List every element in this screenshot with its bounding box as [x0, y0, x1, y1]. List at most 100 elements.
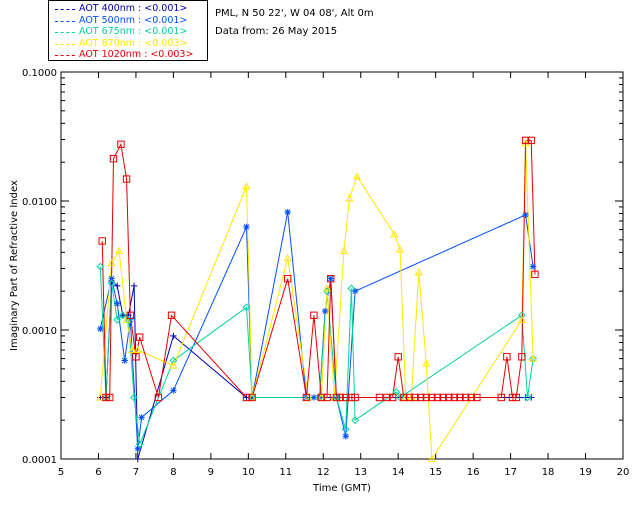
- series-4-point-24: [375, 393, 384, 402]
- x-tick-label-8: 8: [170, 467, 176, 478]
- series-3-point-12: [322, 284, 332, 292]
- series-4-point-31: [416, 393, 425, 402]
- series-0-point-3: [114, 282, 121, 290]
- series-4-point-39: [461, 393, 470, 402]
- series-3-point-5: [133, 345, 142, 354]
- series-line-4: [101, 139, 536, 398]
- series-4-point-45: [512, 393, 520, 402]
- series-4-point-3: [109, 154, 118, 163]
- series-1-point-9: [248, 394, 256, 401]
- legend-swatch-500: [55, 20, 75, 22]
- series-4-point-14: [302, 393, 311, 402]
- y-axis-label: Imaginary Part of Refractive Index: [9, 180, 20, 351]
- series-2-point-17: [392, 388, 401, 397]
- series-4-point-27: [394, 353, 402, 361]
- x-tick-label-6: 6: [95, 467, 101, 478]
- x-axis-label: Time (GMT): [312, 483, 371, 494]
- x-tick-label-19: 19: [579, 467, 592, 478]
- series-1-point-17: [342, 433, 349, 440]
- series-2-point-18: [396, 393, 404, 402]
- legend-swatch-1020: [55, 55, 75, 56]
- series-4-point-46: [518, 353, 526, 361]
- series-4-point-40: [467, 393, 475, 402]
- legend-swatch-400: [55, 9, 75, 10]
- series-3-point-6: [169, 361, 178, 369]
- y-tick-label-0.0001: 0.0001: [22, 455, 57, 466]
- series-4-point-4: [117, 140, 125, 149]
- series-4-point-18: [327, 274, 335, 283]
- series-0-point-1: [102, 394, 110, 401]
- series-3-point-23: [427, 454, 436, 463]
- series-1-point-5: [134, 445, 142, 452]
- series-1-point-3: [121, 357, 128, 364]
- series-line-2: [99, 266, 534, 445]
- series-2-point-16: [351, 416, 360, 425]
- date-text: Data from: 26 May 2015: [215, 26, 338, 37]
- series-3-point-18: [396, 245, 405, 253]
- series-3-point-8: [248, 393, 257, 401]
- series-line-1: [99, 212, 534, 449]
- series-4-point-30: [411, 393, 419, 402]
- series-2-point-0: [96, 262, 105, 271]
- series-1-point-19: [522, 211, 529, 219]
- series-3-point-21: [414, 268, 423, 276]
- series-4-point-25: [383, 393, 391, 402]
- x-tick-label-20: 20: [617, 467, 630, 478]
- legend-label-675: AOT 675nm : <0.001>: [79, 26, 188, 37]
- x-tick-label-18: 18: [542, 467, 555, 478]
- series-2-point-9: [242, 303, 251, 312]
- x-tick-label-5: 5: [58, 467, 64, 478]
- series-1-point-4: [127, 316, 134, 323]
- series-2-point-3: [113, 315, 122, 324]
- series-4-point-16: [317, 393, 326, 402]
- series-4-point-6: [126, 311, 135, 320]
- legend-label-870: AOT 870nm : <0.003>: [79, 37, 188, 49]
- series-1-point-18: [351, 287, 359, 295]
- series-0-point-8: [170, 332, 177, 340]
- series-3-point-25: [521, 139, 530, 147]
- x-tick-label-11: 11: [279, 467, 292, 478]
- series-2-point-21: [529, 354, 537, 363]
- series-4-point-48: [527, 136, 535, 145]
- series-2-point-15: [347, 284, 356, 293]
- series-4-point-43: [503, 353, 511, 361]
- series-4-point-41: [473, 393, 481, 402]
- series-3-point-24: [517, 315, 526, 323]
- series-4-point-19: [332, 393, 341, 402]
- x-tick-label-16: 16: [467, 467, 480, 478]
- series-3-point-4: [128, 345, 137, 354]
- series-1-point-12: [310, 394, 318, 401]
- series-4-point-17: [323, 393, 331, 402]
- series-4-point-44: [508, 393, 517, 402]
- series-4-point-0: [98, 237, 106, 245]
- series-3-point-14: [339, 246, 348, 255]
- series-4-point-12: [248, 393, 256, 402]
- y-tick-label-0.0010: 0.0010: [22, 326, 57, 337]
- series-3-point-17: [390, 230, 399, 238]
- series-4-point-33: [428, 393, 436, 402]
- legend-label-400: AOT 400nm : <0.001>: [79, 3, 188, 14]
- series-0-point-7: [134, 455, 142, 463]
- series-4-point-5: [122, 175, 131, 183]
- y-tick-label-0.0100: 0.0100: [22, 197, 57, 208]
- series-4-point-11: [242, 393, 251, 402]
- x-tick-label-7: 7: [133, 467, 139, 478]
- series-4-point-36: [445, 393, 453, 402]
- series-4-point-29: [405, 393, 414, 402]
- series-4-point-13: [283, 274, 292, 283]
- legend-swatch-675: [55, 32, 75, 33]
- series-4-point-32: [422, 393, 431, 402]
- series-3-point-11: [317, 393, 326, 401]
- series-1-point-1: [108, 275, 115, 282]
- series-1-point-7: [170, 387, 177, 394]
- series-2-point-8: [169, 356, 178, 365]
- x-tick-label-17: 17: [504, 467, 517, 478]
- series-4-point-2: [106, 393, 114, 402]
- legend-label-1020: AOT 1020nm : <0.003>: [79, 49, 194, 60]
- series-4-point-49: [531, 270, 539, 279]
- x-tick-label-10: 10: [242, 467, 255, 478]
- series-0-point-4: [119, 312, 127, 319]
- series-3-point-22: [422, 359, 431, 367]
- series-4-point-34: [433, 393, 442, 402]
- x-tick-label-14: 14: [392, 467, 405, 478]
